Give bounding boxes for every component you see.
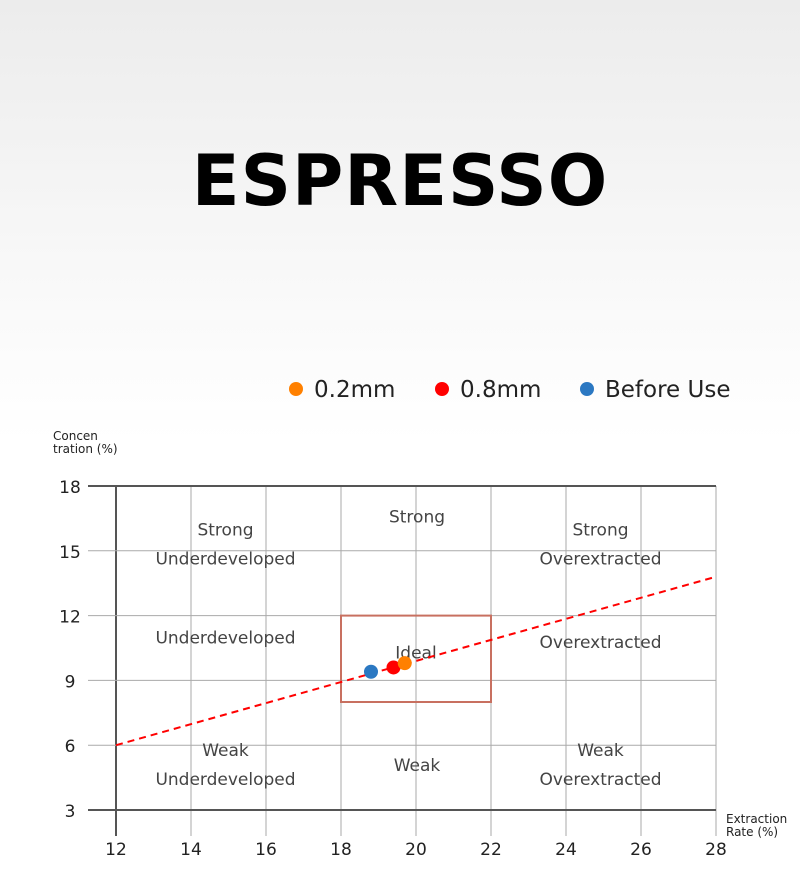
y-tick-label: 15 bbox=[59, 543, 81, 563]
y-tick-label: 18 bbox=[59, 478, 81, 498]
x-tick-label: 28 bbox=[705, 840, 727, 860]
region-label: Underdeveloped bbox=[155, 629, 295, 649]
x-tick-label: 18 bbox=[330, 840, 352, 860]
x-axis-label: Rate (%) bbox=[726, 825, 778, 839]
legend-marker bbox=[289, 382, 303, 396]
region-label: Weak bbox=[577, 741, 624, 761]
x-tick-label: 26 bbox=[630, 840, 652, 860]
y-tick-label: 9 bbox=[65, 672, 76, 692]
y-tick-label: 3 bbox=[65, 802, 76, 822]
trend-line bbox=[115, 575, 717, 747]
chart-title: ESPRESSO bbox=[191, 140, 609, 222]
data-point bbox=[386, 660, 401, 675]
y-axis-label: Concen bbox=[53, 429, 98, 443]
y-tick-label: 6 bbox=[65, 737, 76, 757]
x-tick-label: 12 bbox=[105, 840, 127, 860]
region-label: Weak bbox=[202, 741, 249, 761]
x-tick-label: 16 bbox=[255, 840, 277, 860]
y-tick-label: 12 bbox=[59, 608, 81, 628]
x-tick-label: 20 bbox=[405, 840, 427, 860]
legend-marker bbox=[435, 382, 449, 396]
region-label: Overextracted bbox=[539, 633, 661, 653]
x-axis-label: Extraction bbox=[726, 812, 787, 826]
data-point bbox=[397, 656, 412, 671]
ideal-box bbox=[340, 614, 492, 703]
x-tick-label: 22 bbox=[480, 840, 502, 860]
x-tick-label: 14 bbox=[180, 840, 202, 860]
region-label: Overextracted bbox=[539, 770, 661, 790]
legend-label: 0.8mm bbox=[460, 377, 541, 403]
region-label: Underdeveloped bbox=[155, 550, 295, 570]
region-label: Weak bbox=[394, 756, 441, 776]
region-label: Strong bbox=[197, 521, 253, 541]
y-axis-label: tration (%) bbox=[53, 442, 118, 456]
region-label: Strong bbox=[572, 521, 628, 541]
x-tick-label: 24 bbox=[555, 840, 577, 860]
data-point bbox=[364, 664, 378, 679]
region-label: Strong bbox=[389, 508, 445, 528]
legend-label: Before Use bbox=[605, 377, 730, 403]
legend-label: 0.2mm bbox=[314, 377, 395, 403]
legend-marker bbox=[580, 382, 594, 396]
region-label: Overextracted bbox=[539, 550, 661, 570]
region-label: Underdeveloped bbox=[155, 770, 295, 790]
